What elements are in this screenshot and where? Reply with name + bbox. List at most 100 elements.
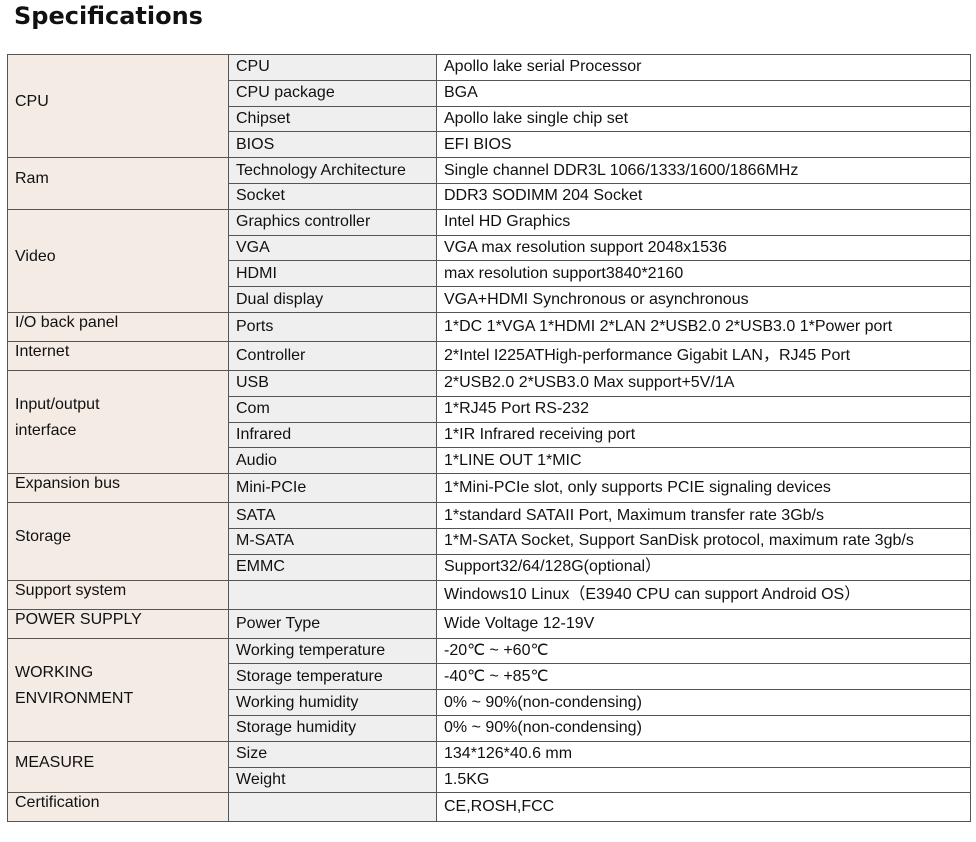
value-cell: 1.5KG (436, 766, 971, 794)
value-cell: -40℃ ~ +85℃ (436, 663, 971, 691)
group-cell: WORKING ENVIRONMENT (7, 637, 229, 742)
group-cell: Video (7, 208, 229, 313)
group-cell: Storage (7, 502, 229, 581)
item-cell: Technology Architecture (228, 157, 437, 184)
value-cell: Apollo lake serial Processor (436, 54, 971, 81)
group-cell: CPU (7, 53, 229, 159)
value-cell: 1*standard SATAII Port, Maximum transfer… (436, 502, 971, 529)
group-cell: Support system (7, 579, 229, 610)
group-name: Certification (15, 794, 100, 812)
value-cell: Intel HD Graphics (436, 208, 971, 236)
item-cell: Weight (228, 766, 437, 794)
item-cell: Mini-PCIe (228, 473, 437, 504)
value-cell: DDR3 SODIMM 204 Socket (436, 182, 971, 210)
spec-row: EMMC Support32/64/128G(optional） (8, 553, 971, 581)
value-cell: BGA (436, 79, 971, 107)
group-name: Expansion bus (15, 475, 120, 493)
spec-row: Dual display VGA+HDMI Synchronous or asyn… (8, 286, 971, 313)
item-cell (228, 579, 437, 610)
group-name: WORKING ENVIRONMENT (15, 663, 134, 707)
group-name: MEASURE (15, 754, 95, 772)
spec-row: POWER SUPPLY Power Type Wide Voltage 12-19… (7, 608, 971, 639)
group-cell: Certification (7, 792, 229, 823)
spec-row: CPU CPU Apollo lake serial Processor (7, 53, 971, 159)
spec-row: Storage humidity 0% ~ 90%(non-condensing) (8, 714, 971, 742)
item-cell: CPU (228, 54, 437, 81)
spec-row: WORKING ENVIRONMENT Working temperature -2… (7, 637, 971, 742)
group-cell: Input/output interface (7, 369, 229, 475)
value-cell: 0% ~ 90%(non-condensing) (436, 714, 971, 742)
group-name: Video (15, 247, 56, 265)
item-cell: Socket (228, 182, 437, 210)
item-cell: Working temperature (228, 637, 437, 665)
spec-table: CPU CPU Apollo lake serial Processor CPU pa… (7, 53, 971, 823)
value-cell: Apollo lake single chip set (436, 105, 971, 133)
value-cell: 1*RJ45 Port RS-232 (436, 395, 971, 423)
value-cell: VGA+HDMI Synchronous or asynchronous (436, 286, 971, 313)
spec-row: Ram Technology Architecture Single channel… (7, 157, 971, 210)
group-name: Support system (15, 581, 127, 599)
item-cell: Chipset (228, 105, 437, 133)
value-cell: CE,ROSH,FCC (436, 792, 971, 823)
item-cell: HDMI (228, 260, 437, 288)
spec-row: Support system Windows10 Linux（E3940 CPU … (7, 579, 971, 610)
value-cell: EFI BIOS (436, 131, 971, 159)
value-cell: 1*IR Infrared receiving port (436, 421, 971, 449)
item-cell: VGA (228, 234, 437, 262)
item-cell: Working humidity (228, 689, 437, 716)
item-cell: Infrared (228, 421, 437, 449)
group-name: CPU (15, 93, 49, 111)
spec-row: Input/output interface USB 2*USB2.0 2*USB3… (7, 369, 971, 475)
group-name: Storage (15, 528, 72, 546)
group-cell: I/O back panel (7, 311, 229, 342)
spec-row: BIOS EFI BIOS (8, 131, 971, 159)
spec-row: Socket DDR3 SODIMM 204 Socket (8, 182, 971, 210)
value-cell: Wide Voltage 12-19V (436, 608, 971, 639)
spec-row: Storage SATA 1*standard SATAII Port, Maxim… (7, 502, 971, 581)
item-cell: Graphics controller (228, 208, 437, 236)
spec-row: I/O back panel Ports 1*DC 1*VGA 1*HDMI 2*L… (7, 311, 971, 342)
spec-row: Com 1*RJ45 Port RS-232 (8, 395, 971, 423)
spec-row: M-SATA 1*M-SATA Socket, Support SanDisk p… (8, 527, 971, 555)
spec-row: Expansion bus Mini-PCIe 1*Mini-PCIe slot, … (7, 473, 971, 504)
item-cell (228, 792, 437, 823)
spec-row: Weight 1.5KG (8, 766, 971, 794)
spec-row: Certification CE,ROSH,FCC (7, 792, 971, 823)
spec-row: Video Graphics controller Intel HD Graphic… (7, 208, 971, 313)
value-cell: 2*Intel I225ATHigh-performance Gigabit L… (436, 340, 971, 371)
group-cell: Ram (7, 157, 229, 210)
value-cell: 1*LINE OUT 1*MIC (436, 447, 971, 475)
value-cell: 1*M-SATA Socket, Support SanDisk protoco… (436, 527, 971, 555)
group-name: Input/output interface (15, 396, 100, 440)
spec-row: Audio 1*LINE OUT 1*MIC (8, 447, 971, 475)
value-cell: Single channel DDR3L 1066/1333/1600/1866… (436, 157, 971, 184)
item-cell: BIOS (228, 131, 437, 159)
spec-row: Chipset Apollo lake single chip set (8, 105, 971, 133)
group-cell: Internet (7, 340, 229, 371)
group-name: POWER SUPPLY (15, 610, 142, 628)
item-cell: Size (228, 740, 437, 768)
item-cell: SATA (228, 502, 437, 529)
item-cell: Storage humidity (228, 714, 437, 742)
value-cell: 1*DC 1*VGA 1*HDMI 2*LAN 2*USB2.0 2*USB3.… (436, 311, 971, 342)
title: Specifications (14, 2, 203, 30)
item-cell: M-SATA (228, 527, 437, 555)
item-cell: Controller (228, 340, 437, 371)
group-cell: POWER SUPPLY (7, 608, 229, 639)
spec-row: VGA VGA max resolution support 2048x1536 (8, 234, 971, 262)
spec-row: Internet Controller 2*Intel I225ATHigh-per… (7, 340, 971, 371)
value-cell: -20℃ ~ +60℃ (436, 637, 971, 665)
group-cell: MEASURE (7, 740, 229, 794)
spec-row: Storage temperature -40℃ ~ +85℃ (8, 663, 971, 691)
item-cell: Audio (228, 447, 437, 475)
value-cell: max resolution support3840*2160 (436, 260, 971, 288)
group-name: I/O back panel (15, 313, 119, 331)
item-cell: Com (228, 395, 437, 423)
value-cell: Windows10 Linux（E3940 CPU can support An… (436, 579, 971, 610)
item-cell: EMMC (228, 553, 437, 581)
item-cell: Storage temperature (228, 663, 437, 691)
group-name: Internet (15, 342, 70, 360)
value-cell: 0% ~ 90%(non-condensing) (436, 689, 971, 716)
value-cell: 134*126*40.6 mm (436, 740, 971, 768)
value-cell: 2*USB2.0 2*USB3.0 Max support+5V/1A (436, 369, 971, 397)
